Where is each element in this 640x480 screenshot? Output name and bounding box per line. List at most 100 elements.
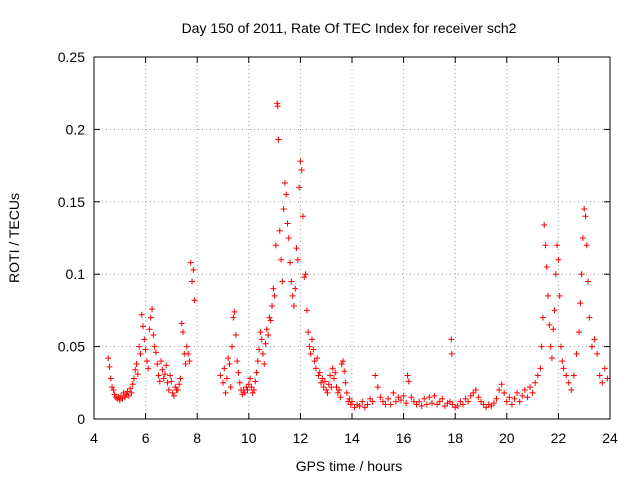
data-point	[591, 336, 598, 343]
data-point	[359, 398, 366, 405]
data-point	[314, 355, 321, 362]
data-point	[410, 398, 417, 405]
data-point	[244, 387, 251, 394]
data-point	[349, 398, 355, 405]
data-point	[281, 179, 288, 186]
data-point	[563, 372, 570, 379]
data-point	[311, 358, 318, 365]
data-point	[543, 263, 550, 270]
data-point	[230, 314, 237, 321]
data-point	[105, 355, 112, 362]
data-point	[560, 365, 567, 372]
data-point	[551, 307, 558, 314]
data-point	[594, 350, 601, 357]
data-point	[454, 402, 461, 409]
x-tick-label: 12	[293, 430, 309, 446]
x-tick-label: 6	[142, 430, 150, 446]
data-point	[343, 389, 350, 396]
data-point	[550, 326, 557, 333]
data-point	[263, 326, 270, 333]
data-point	[568, 387, 575, 394]
data-point	[123, 391, 130, 398]
data-point	[521, 387, 528, 394]
x-tick-label: 4	[90, 430, 98, 446]
data-point	[334, 389, 341, 396]
data-point	[132, 366, 139, 373]
data-point	[416, 398, 423, 405]
data-point	[252, 378, 259, 385]
data-point	[191, 297, 198, 304]
data-point	[186, 358, 193, 365]
data-point	[405, 378, 412, 385]
data-point	[283, 191, 290, 198]
data-point	[382, 401, 389, 408]
data-point	[582, 213, 589, 220]
data-point	[152, 349, 159, 356]
data-point	[356, 402, 363, 409]
data-point	[217, 372, 224, 379]
data-point	[547, 343, 554, 350]
data-point	[321, 378, 328, 385]
data-point	[421, 395, 428, 402]
x-axis-ticks: 4 6 8 10 12 14 16 18 20 22 24	[90, 57, 618, 446]
data-point	[164, 379, 171, 386]
data-point	[578, 271, 585, 278]
data-point	[315, 372, 322, 379]
x-tick-label: 22	[551, 430, 567, 446]
data-point	[187, 259, 194, 266]
data-point	[174, 387, 181, 394]
data-point	[249, 389, 256, 396]
data-point	[496, 387, 503, 394]
data-point	[107, 375, 114, 382]
data-point	[124, 388, 131, 395]
y-tick-label: 0	[77, 411, 85, 427]
data-point	[127, 385, 134, 392]
data-point	[116, 397, 123, 404]
grid-lines	[94, 57, 610, 419]
data-point	[418, 402, 425, 409]
data-point	[392, 398, 399, 405]
data-point	[342, 379, 349, 386]
y-tick-label: 0.15	[58, 194, 85, 210]
data-point	[452, 404, 459, 411]
data-point	[271, 292, 278, 299]
data-point	[235, 369, 242, 376]
data-point	[306, 343, 313, 350]
data-point	[534, 372, 541, 379]
data-point	[369, 398, 376, 405]
data-point	[165, 387, 172, 394]
data-point	[294, 256, 301, 263]
data-point	[579, 235, 586, 241]
data-point	[516, 398, 523, 405]
data-point	[287, 259, 294, 266]
data-point	[470, 389, 477, 396]
data-point	[319, 375, 326, 382]
data-point	[320, 384, 327, 391]
data-point	[109, 384, 116, 391]
data-point	[485, 401, 492, 408]
data-point	[581, 206, 588, 213]
data-point	[346, 395, 353, 402]
data-point	[570, 372, 577, 379]
data-point	[261, 360, 268, 367]
data-point	[106, 363, 113, 370]
data-point	[557, 343, 564, 350]
data-point	[121, 394, 128, 401]
data-point	[128, 389, 135, 396]
x-tick-label: 8	[193, 430, 201, 446]
data-point	[524, 394, 531, 401]
data-point	[336, 387, 343, 394]
data-point	[110, 387, 117, 394]
data-point	[483, 404, 490, 411]
data-point	[156, 378, 163, 385]
data-point	[519, 392, 526, 399]
data-point	[267, 317, 274, 324]
data-point	[423, 401, 430, 408]
data-point	[305, 329, 312, 336]
x-tick-label: 18	[447, 430, 463, 446]
data-point	[185, 350, 192, 357]
data-point	[586, 314, 593, 321]
data-point	[312, 365, 319, 372]
data-point	[436, 398, 443, 405]
